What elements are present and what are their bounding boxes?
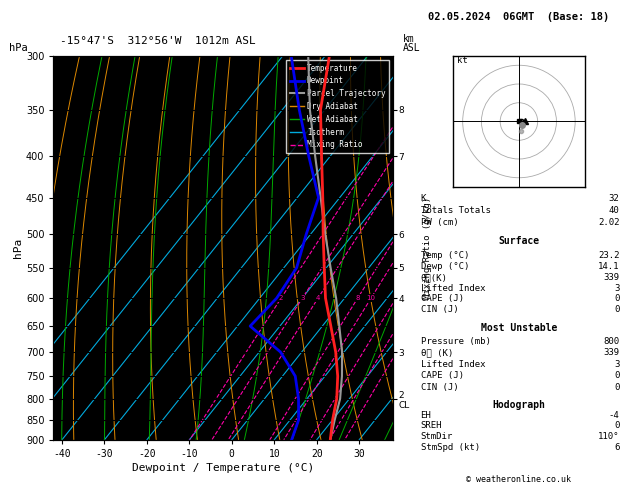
Text: 40: 40 <box>609 206 620 215</box>
Text: K: K <box>421 193 426 203</box>
Text: 339: 339 <box>603 348 620 357</box>
Text: 339: 339 <box>603 273 620 282</box>
Text: Dewp (°C): Dewp (°C) <box>421 262 469 271</box>
Text: Temp (°C): Temp (°C) <box>421 251 469 260</box>
Text: 2.02: 2.02 <box>598 218 620 227</box>
Text: 8: 8 <box>355 295 360 301</box>
Text: Surface: Surface <box>498 236 540 246</box>
Y-axis label: hPa: hPa <box>13 238 23 258</box>
Text: -15°47'S  312°56'W  1012m ASL: -15°47'S 312°56'W 1012m ASL <box>60 36 255 46</box>
Text: Hodograph: Hodograph <box>493 400 545 410</box>
Text: hPa: hPa <box>9 43 28 53</box>
Text: Most Unstable: Most Unstable <box>481 323 557 333</box>
Text: Lifted Index: Lifted Index <box>421 360 485 369</box>
Text: CIN (J): CIN (J) <box>421 383 458 392</box>
Text: EH: EH <box>421 411 431 420</box>
Text: 3: 3 <box>614 284 620 293</box>
Text: CAPE (J): CAPE (J) <box>421 295 464 303</box>
Text: 14.1: 14.1 <box>598 262 620 271</box>
Text: 0: 0 <box>614 305 620 314</box>
Legend: Temperature, Dewpoint, Parcel Trajectory, Dry Adiabat, Wet Adiabat, Isotherm, Mi: Temperature, Dewpoint, Parcel Trajectory… <box>286 60 389 153</box>
Text: 0: 0 <box>614 421 620 431</box>
Text: km: km <box>403 34 415 44</box>
Text: 0: 0 <box>614 371 620 381</box>
Text: 6: 6 <box>614 443 620 451</box>
Text: 32: 32 <box>609 193 620 203</box>
X-axis label: Dewpoint / Temperature (°C): Dewpoint / Temperature (°C) <box>132 463 314 473</box>
Text: CAPE (J): CAPE (J) <box>421 371 464 381</box>
Text: Lifted Index: Lifted Index <box>421 284 485 293</box>
Text: 2: 2 <box>279 295 283 301</box>
Text: 0: 0 <box>614 383 620 392</box>
Text: PW (cm): PW (cm) <box>421 218 458 227</box>
Text: StmDir: StmDir <box>421 432 453 441</box>
Text: 3: 3 <box>614 360 620 369</box>
Text: 23.2: 23.2 <box>598 251 620 260</box>
Text: -4: -4 <box>609 411 620 420</box>
Text: 3: 3 <box>300 295 304 301</box>
Text: Totals Totals: Totals Totals <box>421 206 491 215</box>
Text: ASL: ASL <box>403 43 420 53</box>
Text: 800: 800 <box>603 337 620 346</box>
Text: Pressure (mb): Pressure (mb) <box>421 337 491 346</box>
Text: CIN (J): CIN (J) <box>421 305 458 314</box>
Text: Mixing Ratio (g/kg): Mixing Ratio (g/kg) <box>423 197 432 299</box>
Text: θᴀ(K): θᴀ(K) <box>421 273 447 282</box>
Text: SREH: SREH <box>421 421 442 431</box>
Text: 10: 10 <box>367 295 376 301</box>
Text: © weatheronline.co.uk: © weatheronline.co.uk <box>467 474 571 484</box>
Text: 0: 0 <box>614 295 620 303</box>
Text: StmSpd (kt): StmSpd (kt) <box>421 443 480 451</box>
Text: 4: 4 <box>316 295 320 301</box>
Text: 110°: 110° <box>598 432 620 441</box>
Text: 02.05.2024  06GMT  (Base: 18): 02.05.2024 06GMT (Base: 18) <box>428 12 610 22</box>
Text: θᴀ (K): θᴀ (K) <box>421 348 453 357</box>
Text: kt: kt <box>457 56 468 66</box>
